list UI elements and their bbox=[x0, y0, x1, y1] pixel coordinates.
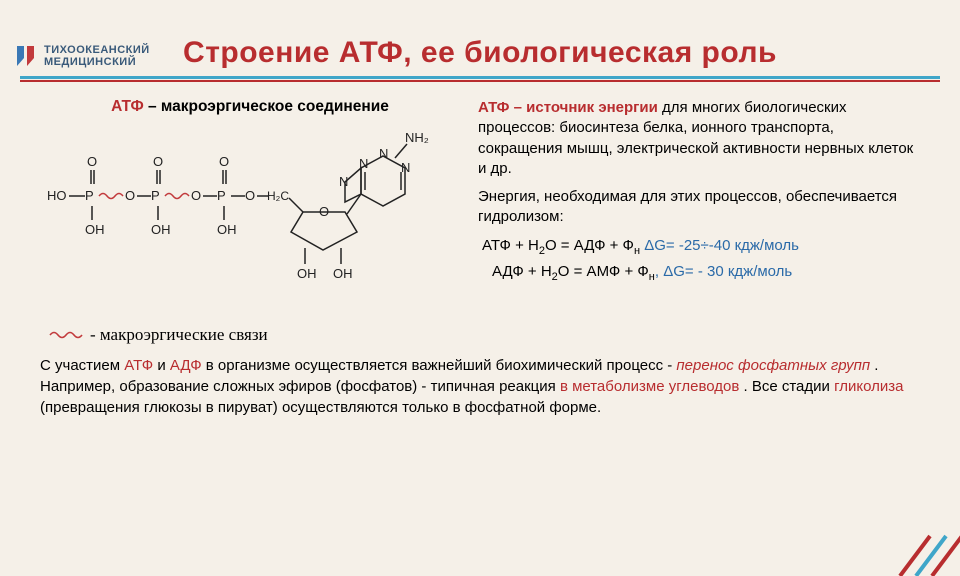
atp-heading: АТФ – макроэргическое соединение bbox=[40, 98, 460, 116]
underline-red bbox=[20, 80, 940, 82]
bt1: С участием bbox=[40, 357, 124, 374]
bt6: перенос фосфатных групп bbox=[676, 357, 870, 374]
bottom-paragraph: С участием АТФ и АДФ в организме осущест… bbox=[0, 345, 960, 418]
atp-structure-diagram: HO P O OH O P O OH bbox=[40, 124, 460, 319]
bt11: (превращения глюкозы в пируват) осуществ… bbox=[40, 399, 601, 416]
eq1-b: О = АДФ + Ф bbox=[545, 237, 634, 254]
energy-source-paragraph: АТФ – источник энергии для многих биолог… bbox=[478, 98, 920, 179]
svg-text:HO: HO bbox=[47, 188, 67, 203]
svg-text:OH: OH bbox=[217, 222, 237, 237]
eq1-a: АТФ + Н bbox=[482, 237, 539, 254]
content-row: АТФ – макроэргическое соединение HO P O … bbox=[0, 80, 960, 345]
svg-text:O: O bbox=[319, 204, 329, 219]
atp-heading-rest: – макроэргическое соединение bbox=[144, 98, 389, 115]
svg-text:O: O bbox=[125, 188, 135, 203]
svg-text:OH: OH bbox=[85, 222, 105, 237]
legend-text: - макроэргические связи bbox=[90, 325, 268, 345]
title-underline bbox=[20, 76, 940, 80]
brand-logo-line1: ТИХООКЕАНСКИЙ bbox=[44, 44, 150, 56]
svg-text:O: O bbox=[245, 188, 255, 203]
svg-text:O: O bbox=[191, 188, 201, 203]
page-title-text: Строение АТФ, ее биологическая роль bbox=[183, 36, 777, 69]
eq2-a: АДФ + Н bbox=[492, 263, 552, 280]
svg-text:OH: OH bbox=[297, 266, 317, 281]
underline-cyan bbox=[20, 76, 940, 79]
bt8: в метаболизме углеводов bbox=[560, 378, 739, 395]
p1-prefix: АТФ – источник энергии bbox=[478, 99, 658, 116]
svg-text:N: N bbox=[359, 156, 368, 171]
svg-text:P: P bbox=[151, 188, 160, 203]
brand-logo-mark bbox=[14, 44, 40, 68]
svg-text:N: N bbox=[401, 160, 410, 175]
svg-text:O: O bbox=[87, 154, 97, 169]
brand-logo-text: ТИХООКЕАНСКИЙ МЕДИЦИНСКИЙ bbox=[44, 44, 150, 68]
eq2-b: О = АМФ + Ф bbox=[558, 263, 649, 280]
bt9: . Все стадии bbox=[744, 378, 835, 395]
atp-heading-prefix: АТФ bbox=[111, 98, 144, 115]
hydrolysis-intro: Энергия, необходимая для этих процессов,… bbox=[478, 187, 920, 228]
svg-text:NH₂: NH₂ bbox=[405, 130, 429, 145]
svg-text:P: P bbox=[217, 188, 226, 203]
svg-text:OH: OH bbox=[333, 266, 353, 281]
bt4: АДФ bbox=[170, 357, 202, 374]
bt3: и bbox=[157, 357, 170, 374]
eq1-dg: ΔG= -25÷-40 кдж/моль bbox=[640, 237, 799, 254]
svg-text:OH: OH bbox=[151, 222, 171, 237]
svg-text:H₂C: H₂C bbox=[267, 189, 289, 203]
corner-decoration bbox=[890, 496, 960, 576]
left-column: АТФ – макроэргическое соединение HO P O … bbox=[40, 98, 460, 345]
brand-logo: ТИХООКЕАНСКИЙ МЕДИЦИНСКИЙ bbox=[14, 44, 150, 68]
bt5: в организме осуществляется важнейший био… bbox=[206, 357, 677, 374]
brand-logo-line2: МЕДИЦИНСКИЙ bbox=[44, 56, 150, 68]
svg-text:O: O bbox=[153, 154, 163, 169]
svg-text:N: N bbox=[379, 146, 388, 161]
bt2: АТФ bbox=[124, 357, 153, 374]
wavy-bond-icon bbox=[48, 329, 84, 341]
bt10: гликолиза bbox=[834, 378, 903, 395]
svg-text:O: O bbox=[219, 154, 229, 169]
equation-adp-amp: АДФ + Н2О = АМФ + Фн, ΔG= - 30 кдж/моль bbox=[492, 262, 920, 285]
equation-atp-adp: АТФ + Н2О = АДФ + Фн ΔG= -25÷-40 кдж/мол… bbox=[482, 236, 920, 259]
right-column: АТФ – источник энергии для многих биолог… bbox=[478, 98, 920, 345]
macroergic-legend: - макроэргические связи bbox=[48, 325, 460, 345]
eq2-dg: , ΔG= - 30 кдж/моль bbox=[655, 263, 792, 280]
svg-text:N: N bbox=[339, 174, 348, 189]
svg-text:P: P bbox=[85, 188, 94, 203]
